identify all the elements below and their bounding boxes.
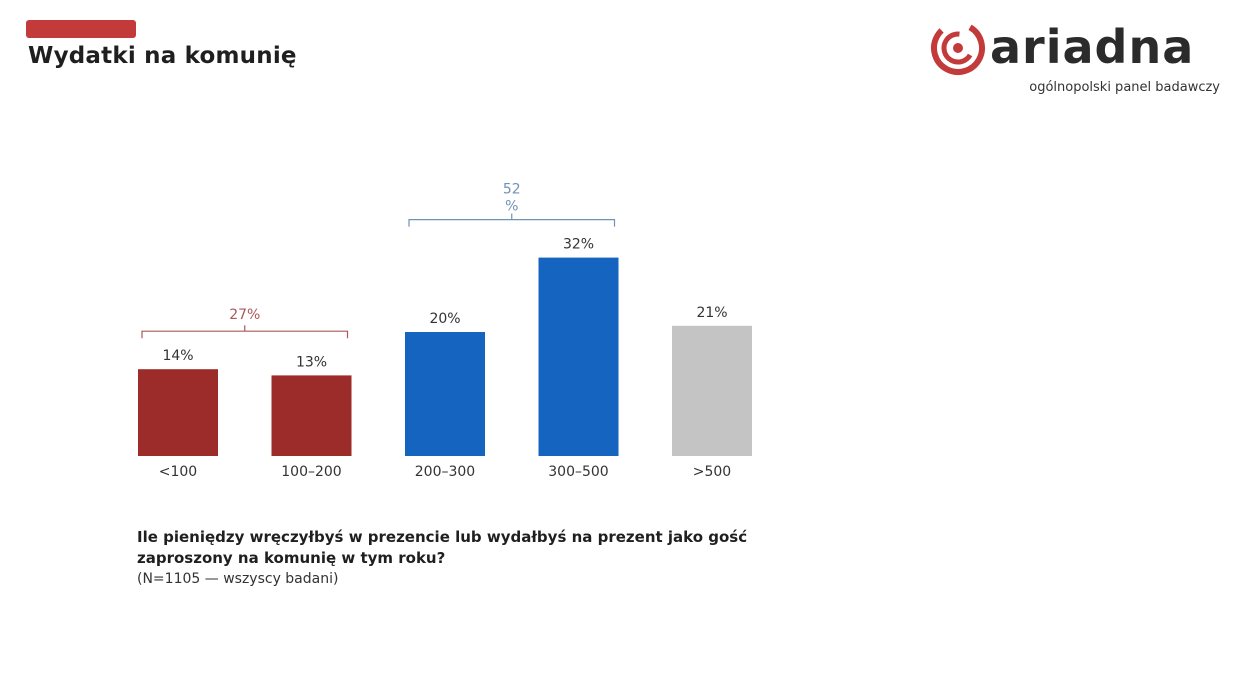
sample-note: (N=1105 — wszyscy badani) xyxy=(137,571,339,587)
value-label-3: 20% xyxy=(429,311,460,327)
ariadna-spiral-icon xyxy=(931,21,985,75)
logo-wordmark: ariadna xyxy=(990,20,1195,74)
group-label-2-part-1: 52 xyxy=(503,182,521,198)
group-bracket-2 xyxy=(408,213,616,227)
group-bracket-1 xyxy=(141,325,349,339)
bar-5 xyxy=(672,325,752,456)
value-label-5: 21% xyxy=(696,305,727,321)
question-line-2: zaproszony na komunię w tym roku? xyxy=(137,549,446,567)
category-label-5: >500 xyxy=(693,464,731,480)
bar-2 xyxy=(271,375,352,456)
ariadna-logo: ariadna ogólnopolski panel badawczy xyxy=(920,18,1220,108)
bar-4 xyxy=(538,257,619,456)
title-accent-bar xyxy=(26,20,136,38)
category-label-4: 300–500 xyxy=(548,464,608,480)
value-label-1: 14% xyxy=(162,348,193,364)
category-label-3: 200–300 xyxy=(415,464,475,480)
group-label-1: 27% xyxy=(229,307,260,323)
value-label-2: 13% xyxy=(296,354,327,370)
question-line-1: Ile pieniędzy wręczyłbyś w prezencie lub… xyxy=(137,528,748,546)
value-label-4: 32% xyxy=(563,237,594,253)
group-label-2-part-2: % xyxy=(505,199,518,215)
slide-title: Wydatki na komunię xyxy=(28,43,297,69)
bar-1 xyxy=(138,369,218,456)
logo-tagline: ogólnopolski panel badawczy xyxy=(1029,80,1220,95)
survey-question: Ile pieniędzy wręczyłbyś w prezencie lub… xyxy=(137,527,777,569)
bar-3 xyxy=(405,332,485,456)
category-label-2: 100–200 xyxy=(281,464,341,480)
category-label-1: <100 xyxy=(159,464,197,480)
